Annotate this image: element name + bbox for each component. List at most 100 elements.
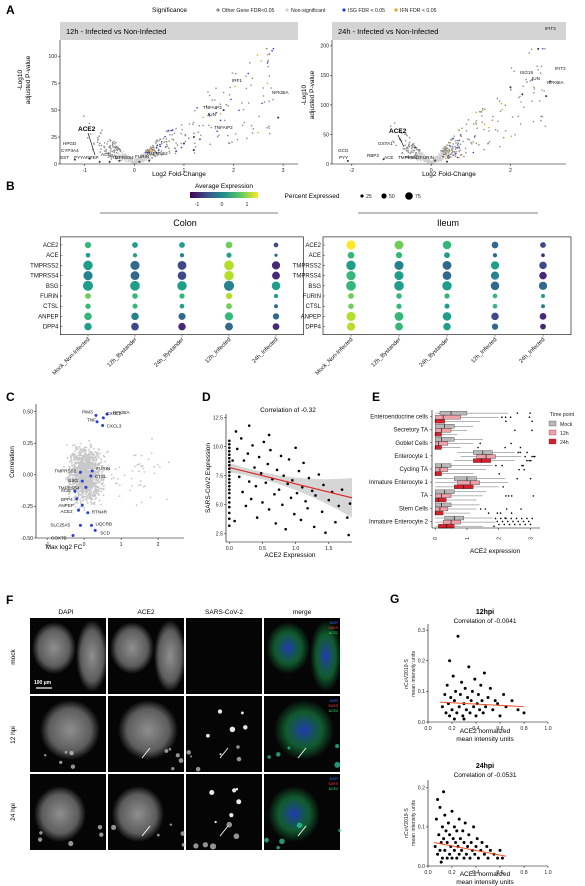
gene-point [96, 481, 99, 484]
gene-point [84, 498, 87, 501]
gene-point [86, 454, 89, 457]
cell-point [500, 856, 504, 860]
x-tick-label: 1.5 [325, 546, 332, 552]
gene-point [142, 156, 144, 158]
legend-swatch-isg [342, 8, 346, 12]
gene-point [168, 140, 170, 142]
e-legend-title: Time point [550, 412, 575, 418]
cell-point [334, 520, 337, 524]
gene-point [111, 144, 114, 147]
cell-point [450, 856, 454, 860]
debris-spot [178, 758, 184, 763]
cell-point [307, 476, 311, 480]
gene-point [187, 137, 190, 139]
gene-point [78, 475, 81, 478]
gene-point [268, 100, 270, 103]
gene-point [91, 483, 94, 485]
gene-point [74, 485, 77, 488]
expression-dot [539, 261, 547, 270]
gene-point [67, 484, 69, 487]
labeled-gene-point [434, 159, 437, 162]
gene-point [123, 474, 126, 477]
outlier [519, 446, 522, 449]
g-top-ylabel-1: nCoV2019-S [404, 659, 410, 689]
labeled-gene-point [148, 159, 151, 162]
cell-point [482, 671, 486, 675]
y-tick-label: 100 [48, 54, 57, 60]
debris-spot [267, 755, 271, 759]
gene-point [156, 144, 159, 147]
gene-point [449, 146, 452, 148]
gene-point [421, 158, 424, 161]
x-tick-label: 2 [157, 542, 160, 548]
labeled-gene-point [382, 158, 385, 161]
cell-point [255, 516, 259, 519]
gene-point [472, 151, 475, 154]
gene-point [443, 146, 446, 148]
gene-point [151, 148, 153, 151]
cell-point [484, 705, 488, 709]
gene-point [200, 134, 202, 137]
cell-point [448, 714, 452, 718]
y-tick-label: 0 [326, 162, 329, 168]
gene-point [461, 127, 463, 130]
gene-point [99, 142, 101, 145]
gene-point [83, 506, 86, 509]
gene-point [78, 480, 81, 483]
gene-point [533, 86, 535, 88]
gene-point [142, 153, 145, 156]
gene-point [511, 116, 514, 118]
outlier [505, 517, 507, 520]
gene-point [156, 463, 159, 466]
gene-point [250, 84, 252, 86]
gene-point [103, 455, 106, 458]
gene-point [153, 465, 155, 468]
gene-point [107, 469, 110, 471]
x-tick-label: 1 [465, 537, 471, 540]
gene-point [75, 501, 78, 504]
debris-spot [68, 840, 74, 847]
cell-type-label: Goblet Cells [395, 441, 428, 447]
gene-point [169, 129, 171, 132]
outlier [496, 520, 499, 523]
micrograph-tile [186, 774, 262, 850]
gene-point [96, 464, 99, 467]
gene-point [74, 446, 77, 448]
debris-spot [168, 748, 172, 751]
labeled-gene-point [182, 142, 185, 145]
expression-dot [225, 322, 233, 331]
gene-point [80, 465, 83, 467]
gene-point [409, 152, 412, 155]
cell-point [324, 531, 327, 534]
cell-type-label: TA [421, 493, 428, 499]
gene-point [540, 119, 542, 122]
gene-point [488, 126, 490, 129]
gene-point [96, 453, 99, 456]
gene-point [82, 467, 84, 469]
gene-point [169, 134, 171, 136]
gene-point [208, 94, 211, 97]
gene-point [433, 158, 435, 161]
gene-point [79, 467, 82, 470]
gene-label: RBP2 [367, 153, 379, 158]
gene-point [215, 111, 218, 114]
gene-point [487, 142, 490, 145]
gene-point [498, 100, 501, 103]
y-tick-label: 0 [54, 162, 57, 168]
gene-point [537, 68, 540, 71]
gene-point [91, 461, 94, 464]
gene-point [88, 439, 91, 442]
d-xlabel: ACE2 Expression [265, 552, 316, 559]
gene-point [473, 123, 475, 126]
outlier [484, 508, 487, 510]
cell-point [462, 856, 466, 860]
gene-point [268, 53, 271, 55]
gene-point [167, 461, 170, 464]
gene-point [90, 500, 92, 503]
gene-point [121, 154, 123, 157]
gene-point [483, 128, 485, 131]
gene-point [513, 70, 515, 73]
cell-point [493, 699, 497, 703]
gene-point [68, 476, 70, 479]
sars-signal [217, 709, 223, 714]
